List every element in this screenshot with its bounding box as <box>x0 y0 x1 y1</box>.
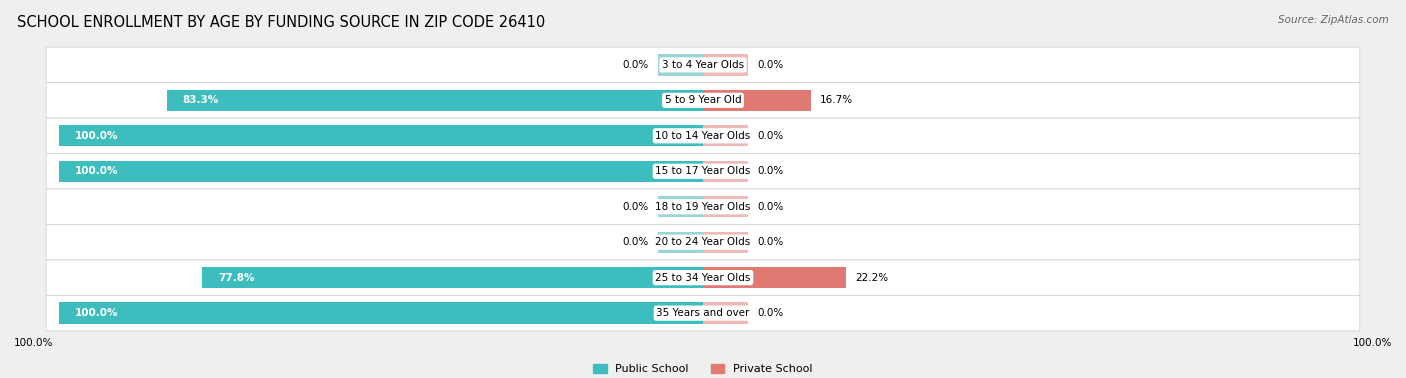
Bar <box>703 232 748 253</box>
Bar <box>703 267 846 288</box>
Bar <box>703 161 748 182</box>
Text: 100.0%: 100.0% <box>1353 338 1392 348</box>
Text: 0.0%: 0.0% <box>758 202 785 212</box>
Bar <box>703 54 748 76</box>
Bar <box>59 161 703 182</box>
Bar <box>167 90 703 111</box>
Text: 3 to 4 Year Olds: 3 to 4 Year Olds <box>662 60 744 70</box>
FancyBboxPatch shape <box>46 83 1360 118</box>
Text: 22.2%: 22.2% <box>856 273 889 283</box>
Bar <box>202 267 703 288</box>
Text: 20 to 24 Year Olds: 20 to 24 Year Olds <box>655 237 751 247</box>
Legend: Public School, Private School: Public School, Private School <box>589 360 817 378</box>
Text: 100.0%: 100.0% <box>76 308 118 318</box>
Text: 77.8%: 77.8% <box>218 273 254 283</box>
FancyBboxPatch shape <box>46 118 1360 153</box>
Text: 100.0%: 100.0% <box>76 131 118 141</box>
Text: 10 to 14 Year Olds: 10 to 14 Year Olds <box>655 131 751 141</box>
Text: 18 to 19 Year Olds: 18 to 19 Year Olds <box>655 202 751 212</box>
Text: 100.0%: 100.0% <box>14 338 53 348</box>
Text: 15 to 17 Year Olds: 15 to 17 Year Olds <box>655 166 751 176</box>
Bar <box>703 90 810 111</box>
Bar <box>658 232 703 253</box>
FancyBboxPatch shape <box>46 260 1360 295</box>
Bar <box>59 125 703 146</box>
Text: 16.7%: 16.7% <box>820 95 853 105</box>
Text: 100.0%: 100.0% <box>76 166 118 176</box>
Text: 0.0%: 0.0% <box>758 131 785 141</box>
Bar <box>703 125 748 146</box>
Bar <box>658 196 703 217</box>
Text: 0.0%: 0.0% <box>758 237 785 247</box>
Bar <box>703 196 748 217</box>
Text: Source: ZipAtlas.com: Source: ZipAtlas.com <box>1278 15 1389 25</box>
FancyBboxPatch shape <box>46 47 1360 83</box>
Text: 0.0%: 0.0% <box>621 60 648 70</box>
FancyBboxPatch shape <box>46 225 1360 260</box>
Text: 0.0%: 0.0% <box>758 308 785 318</box>
Text: 83.3%: 83.3% <box>183 95 219 105</box>
FancyBboxPatch shape <box>46 295 1360 331</box>
FancyBboxPatch shape <box>46 153 1360 189</box>
Text: 35 Years and over: 35 Years and over <box>657 308 749 318</box>
FancyBboxPatch shape <box>46 189 1360 225</box>
Text: 5 to 9 Year Old: 5 to 9 Year Old <box>665 95 741 105</box>
Text: SCHOOL ENROLLMENT BY AGE BY FUNDING SOURCE IN ZIP CODE 26410: SCHOOL ENROLLMENT BY AGE BY FUNDING SOUR… <box>17 15 546 30</box>
Bar <box>658 54 703 76</box>
Text: 0.0%: 0.0% <box>758 166 785 176</box>
Text: 0.0%: 0.0% <box>621 202 648 212</box>
Text: 25 to 34 Year Olds: 25 to 34 Year Olds <box>655 273 751 283</box>
Bar <box>59 302 703 324</box>
Bar <box>703 302 748 324</box>
Text: 0.0%: 0.0% <box>758 60 785 70</box>
Text: 0.0%: 0.0% <box>621 237 648 247</box>
